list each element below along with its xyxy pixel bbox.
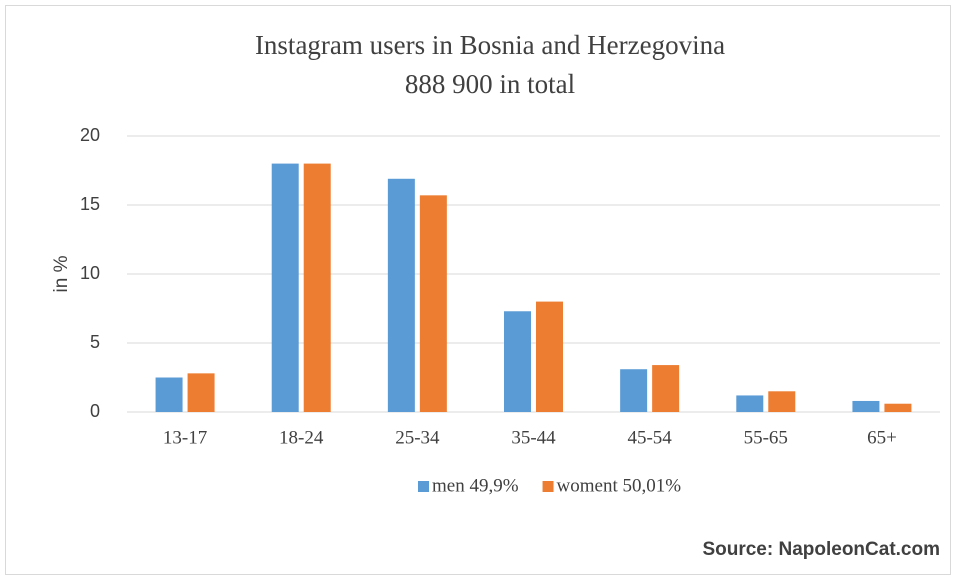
x-tick-label: 65+ [867,427,897,448]
bar [536,301,563,412]
y-tick-label: 20 [80,125,100,145]
chart-subtitle: 888 900 in total [405,69,575,99]
x-tick-label: 55-65 [744,427,788,448]
legend-swatch [418,481,429,492]
bar [187,373,215,412]
y-tick-label: 0 [90,401,100,421]
y-tick-label: 15 [80,194,100,214]
x-tick-label: 18-24 [279,427,324,448]
y-axis-label: in % [51,255,72,292]
bar [271,163,299,412]
legend-swatch [542,481,554,492]
y-tick-label: 10 [80,263,100,283]
legend-label: men 49,9% [432,475,519,496]
bar [852,400,880,412]
bar [504,311,531,412]
bar [620,369,648,412]
x-tick-label: 45-54 [627,427,672,448]
legend-label: woment 50,01% [557,475,682,496]
bar [155,377,183,412]
x-tick-label: 35-44 [511,427,556,448]
x-tick-label: 25-34 [395,427,440,448]
bar [303,163,331,412]
source-annotation: Source: NapoleonCat.com [702,539,940,560]
chart-border [5,5,951,575]
bar [652,365,680,412]
chart-title: Instagram users in Bosnia and Herzegovin… [255,30,725,60]
bar [884,403,912,412]
x-tick-label: 13-17 [163,427,207,448]
y-tick-label: 5 [90,332,100,352]
bar [387,178,415,412]
bar [419,195,447,412]
bar [736,395,764,412]
bar [768,391,796,412]
